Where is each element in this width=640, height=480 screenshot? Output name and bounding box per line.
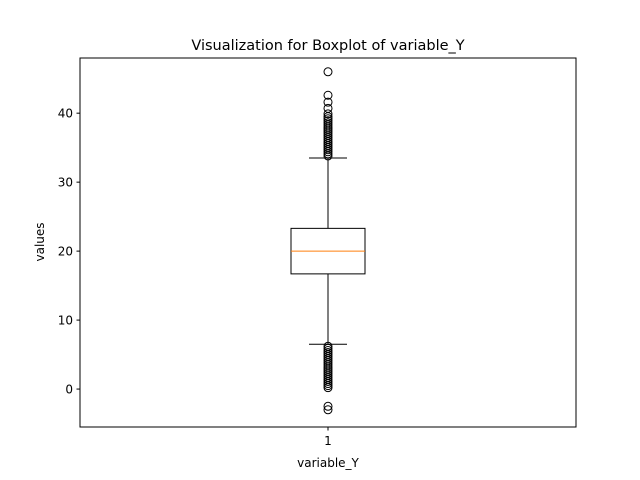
outlier-point [323,379,333,389]
chart-title: Visualization for Boxplot of variable_Y [191,38,464,54]
y-tick-label: 0 [65,382,73,396]
box-group [290,67,366,415]
outlier-point [323,97,333,107]
y-tick-label: 30 [58,175,73,189]
outlier-point [323,376,333,386]
outlier-point [323,109,333,119]
y-tick-label: 10 [58,313,73,327]
y-axis: 0 10 20 30 40 [58,106,80,396]
outlier-point [323,145,333,155]
outlier-point [323,149,333,159]
y-tick-label: 40 [58,106,73,120]
x-axis: 1 [324,427,332,448]
y-tick-label: 20 [58,244,73,258]
x-axis-label: variable_Y [297,456,359,470]
outlier-point [323,90,333,100]
outlier-point [323,381,333,391]
outlier-point [323,405,333,415]
y-axis-label: values [33,222,47,261]
outlier-point [323,147,333,157]
outlier-point [323,401,333,411]
x-tick-label: 1 [324,434,332,448]
outlier-point [323,151,333,161]
outlier-point [323,67,333,77]
outlier-point [323,383,333,393]
